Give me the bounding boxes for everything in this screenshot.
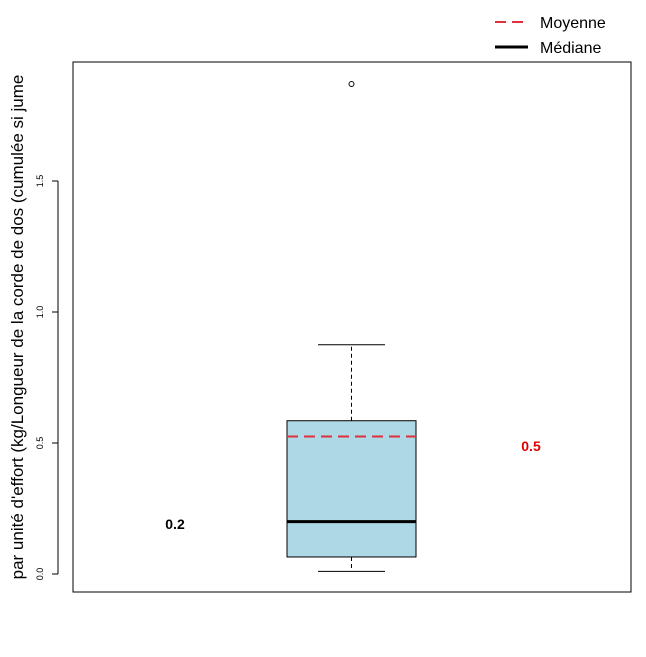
- y-tick-label: 1.0: [35, 306, 45, 319]
- y-tick-label: 1.5: [35, 175, 45, 188]
- legend-mean-label: Moyenne: [540, 15, 606, 32]
- y-tick-label: 0.0: [35, 568, 45, 581]
- plot-frame: [72, 61, 632, 593]
- box-plot: [286, 81, 417, 572]
- y-axis-label: par unité d'effort (kg/Longueur de la co…: [8, 75, 27, 580]
- median-annotation: 0.2: [165, 516, 185, 532]
- y-tick-label: 0.5: [35, 437, 45, 450]
- mean-annotation: 0.5: [521, 438, 541, 454]
- legend: Moyenne Médiane: [495, 15, 606, 57]
- y-axis: 0.0 0.5 1.0 1.5: [35, 175, 59, 581]
- iqr-box: [286, 420, 417, 558]
- legend-median-label: Médiane: [540, 40, 601, 57]
- outlier-point: [348, 81, 355, 88]
